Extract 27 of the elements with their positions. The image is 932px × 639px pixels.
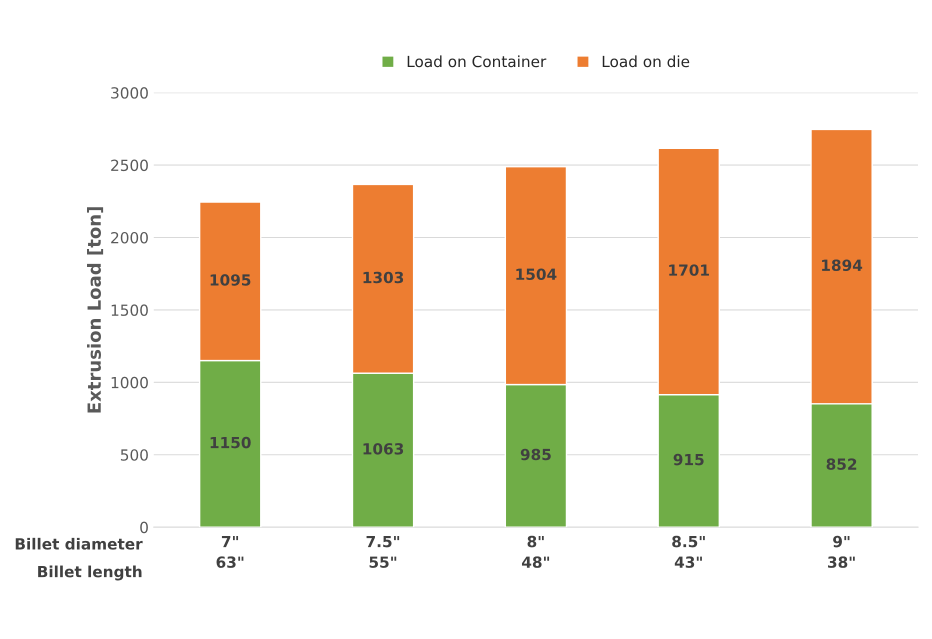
- data-label: 1063: [364, 443, 404, 455]
- x-tick-label: 7.5" 55": [366, 536, 400, 568]
- data-label: 1504: [516, 268, 556, 280]
- y-tick-label: 1000: [112, 376, 148, 388]
- y-axis-title: Extrusion Load [ton]: [87, 207, 104, 413]
- data-label: 1095: [210, 274, 250, 286]
- x-tick-label: 8.5" 43": [672, 536, 705, 568]
- text: Billet diameter: [16, 538, 143, 550]
- data-label: 1150: [210, 436, 251, 448]
- data-label: 1701: [669, 264, 709, 276]
- data-label: 1894: [822, 259, 862, 272]
- y-tick-label: 500: [120, 449, 148, 461]
- y-tick-label: 3000: [111, 87, 148, 99]
- y-tick-label: 2000: [111, 232, 148, 244]
- y-tick-label: 1500: [112, 304, 148, 316]
- data-label: 852: [826, 458, 856, 470]
- data-label: 985: [520, 448, 551, 460]
- data-label: 1303: [364, 272, 404, 284]
- text: Billet length: [38, 566, 142, 580]
- x-tick-label: 9" 38": [828, 536, 855, 568]
- legend-label: Load on Container: [408, 55, 546, 68]
- y-tick-label: 2500: [111, 160, 148, 172]
- x-tick-label: 7" 63": [216, 536, 244, 568]
- legend-label: Load on die: [602, 55, 690, 68]
- y-tick-label: 0: [140, 522, 148, 534]
- x-tick-label: 8" 48": [522, 536, 550, 568]
- data-label: 915: [674, 454, 704, 466]
